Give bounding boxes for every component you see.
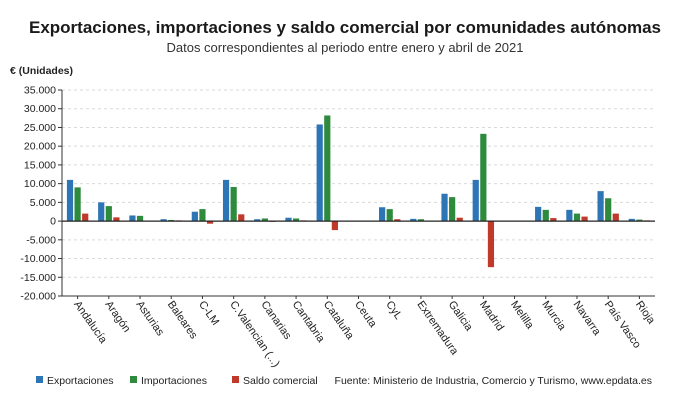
category-label: Asturias bbox=[134, 299, 167, 339]
bar-importaciones bbox=[449, 197, 456, 222]
y-tick-label: -5.000 bbox=[26, 234, 56, 246]
bar-importaciones bbox=[542, 209, 549, 222]
bar-exportaciones bbox=[98, 202, 105, 222]
bar-saldo-comercial bbox=[82, 213, 89, 222]
bar-exportaciones bbox=[441, 193, 448, 222]
y-tick-label: 30.000 bbox=[24, 103, 56, 115]
category-label: C-LM bbox=[196, 299, 221, 328]
y-tick-label: 0 bbox=[50, 216, 56, 228]
bar-importaciones bbox=[261, 218, 268, 222]
bar-importaciones bbox=[636, 219, 643, 222]
bar-saldo-comercial bbox=[581, 216, 588, 222]
bar-importaciones bbox=[480, 133, 487, 222]
bar-exportaciones bbox=[628, 218, 635, 222]
bar-exportaciones bbox=[254, 219, 261, 222]
bar-importaciones bbox=[292, 218, 300, 222]
bar-importaciones bbox=[136, 215, 144, 222]
y-tick-label: -10.000 bbox=[20, 253, 56, 265]
bar-exportaciones bbox=[566, 209, 573, 222]
bar-exportaciones bbox=[410, 218, 417, 222]
bar-saldo-comercial bbox=[331, 221, 338, 231]
legend-swatch bbox=[232, 376, 239, 383]
bar-importaciones bbox=[417, 219, 425, 222]
category-label: Baleares bbox=[165, 299, 200, 342]
bar-exportaciones bbox=[285, 217, 292, 222]
bar-saldo-comercial bbox=[550, 218, 557, 222]
legend-label: Exportaciones bbox=[47, 375, 114, 387]
bar-importaciones bbox=[605, 198, 612, 222]
bar-exportaciones bbox=[597, 191, 604, 222]
bars bbox=[66, 115, 651, 268]
bar-saldo-comercial bbox=[487, 221, 495, 268]
bar-importaciones bbox=[199, 209, 206, 222]
category-label: Aragón bbox=[102, 299, 132, 335]
legend-label: Importaciones bbox=[141, 375, 207, 387]
bar-importaciones bbox=[74, 187, 81, 222]
bar-saldo-comercial bbox=[456, 217, 463, 222]
category-label: CyL bbox=[383, 299, 404, 322]
bar-exportaciones bbox=[472, 179, 479, 222]
bar-exportaciones bbox=[129, 215, 136, 222]
bar-exportaciones bbox=[66, 179, 74, 222]
bar-exportaciones bbox=[535, 206, 542, 222]
chart-subtitle: Datos correspondientes al periodo entre … bbox=[166, 40, 523, 55]
bar-saldo-comercial bbox=[394, 219, 401, 222]
chart-title: Exportaciones, importaciones y saldo com… bbox=[29, 18, 661, 37]
category-label: Murcia bbox=[539, 299, 568, 334]
category-label: Melilla bbox=[508, 299, 536, 332]
bar-importaciones bbox=[230, 187, 237, 222]
bar-exportaciones bbox=[316, 124, 323, 222]
bar-exportaciones bbox=[379, 207, 386, 222]
category-label: Rioja bbox=[633, 299, 658, 327]
bar-saldo-comercial bbox=[238, 214, 245, 222]
category-label: Galicia bbox=[446, 299, 476, 334]
bar-importaciones bbox=[105, 206, 112, 222]
y-tick-label: 15.000 bbox=[24, 159, 56, 171]
y-tick-label: 20.000 bbox=[24, 141, 56, 153]
y-tick-label: 25.000 bbox=[24, 122, 56, 134]
legend-swatch bbox=[130, 376, 137, 383]
category-label: Navarra bbox=[571, 299, 604, 339]
bar-importaciones bbox=[324, 115, 331, 222]
gridlines bbox=[62, 89, 655, 297]
legend: Exportaciones Importaciones Saldo comercia… bbox=[36, 375, 318, 387]
bar-saldo-comercial bbox=[612, 213, 619, 222]
legend-label: Saldo comercial bbox=[243, 375, 318, 387]
bar-exportaciones bbox=[160, 219, 167, 222]
bar-saldo-comercial bbox=[113, 217, 120, 222]
y-tick-label: 10.000 bbox=[24, 178, 56, 190]
source-note: Fuente: Ministerio de Industria, Comerci… bbox=[335, 375, 652, 387]
bar-importaciones bbox=[386, 209, 393, 222]
bar-importaciones bbox=[573, 213, 581, 222]
y-tick-label: 5.000 bbox=[30, 197, 56, 209]
bar-exportaciones bbox=[191, 211, 198, 222]
y-tick-label: 35.000 bbox=[24, 85, 56, 97]
bar-exportaciones bbox=[222, 179, 230, 222]
bar-saldo-comercial bbox=[206, 221, 214, 224]
y-axis-ticks: 35.000 30.000 25.000 20.000 15.000 10.000 5.00… bbox=[20, 85, 62, 303]
category-label: Madrid bbox=[477, 299, 506, 333]
y-tick-label: -15.000 bbox=[20, 272, 56, 284]
y-axis-unit-label: € (Unidades) bbox=[10, 65, 73, 77]
category-label: Ceuta bbox=[352, 299, 379, 331]
y-tick-label: -20.000 bbox=[20, 291, 56, 303]
legend-swatch bbox=[36, 376, 43, 383]
axes bbox=[61, 90, 655, 297]
